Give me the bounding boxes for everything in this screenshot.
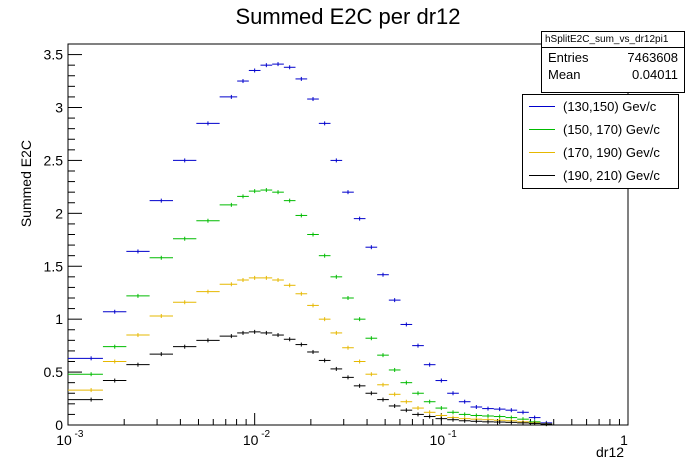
y-tick-label: 2.5 (44, 152, 64, 168)
legend-swatch (529, 175, 555, 176)
series (68, 329, 553, 427)
y-tick-label: 1 (55, 311, 63, 327)
x-axis-label: dr12 (596, 444, 625, 460)
legend: (130,150) Gev/c (150, 170) Gev/c (170, 1… (522, 94, 679, 189)
y-tick-label: 0 (55, 417, 63, 433)
series (68, 275, 553, 426)
x-tick-label: 1 (620, 432, 628, 448)
legend-label: (190, 210) Gev/c (563, 168, 660, 183)
x-axis-ticks: 10 -3 10 -2 10 -1 1 (56, 413, 629, 448)
chart-title: Summed E2C per dr12 (235, 4, 461, 29)
legend-entry: (130,150) Gev/c (523, 95, 678, 118)
x-tick-label: 10 (56, 432, 72, 448)
legend-entry: (170, 190) Gev/c (523, 141, 678, 164)
x-tick-label: 10 (243, 432, 259, 448)
stats-row-entries: Entries 7463608 (542, 48, 684, 65)
y-tick-label: 3 (55, 100, 63, 116)
stats-histogram-name: hSplitE2C_sum_vs_dr12pi1 (542, 32, 684, 48)
y-tick-label: 1.5 (44, 258, 64, 274)
stats-entries-label: Entries (548, 50, 589, 65)
stats-entries-value: 7463608 (627, 50, 678, 65)
x-tick-exponent: -1 (448, 429, 457, 440)
y-axis-label: Summed E2C (18, 140, 34, 228)
y-axis-ticks: 0 0.5 1 1.5 2 2.5 3 3.5 (44, 43, 82, 433)
series-layer (68, 62, 553, 427)
stats-mean-label: Mean (548, 67, 581, 82)
series (68, 62, 553, 425)
legend-entry: (150, 170) Gev/c (523, 118, 678, 141)
stats-row-mean: Mean 0.04011 (542, 65, 684, 82)
legend-swatch (529, 106, 555, 107)
legend-label: (130,150) Gev/c (563, 99, 657, 114)
legend-swatch (529, 129, 555, 130)
legend-entry: (190, 210) Gev/c (523, 164, 678, 187)
x-tick-label: 10 (430, 432, 446, 448)
series (68, 188, 553, 426)
x-tick-exponent: -2 (261, 429, 270, 440)
y-tick-label: 2 (55, 205, 63, 221)
x-tick-exponent: -3 (75, 429, 84, 440)
stats-box: hSplitE2C_sum_vs_dr12pi1 Entries 7463608… (541, 31, 685, 93)
legend-label: (170, 190) Gev/c (563, 145, 660, 160)
legend-label: (150, 170) Gev/c (563, 122, 660, 137)
legend-swatch (529, 152, 555, 153)
y-tick-label: 0.5 (44, 364, 64, 380)
y-tick-label: 3.5 (44, 47, 64, 63)
stats-mean-value: 0.04011 (631, 67, 678, 82)
